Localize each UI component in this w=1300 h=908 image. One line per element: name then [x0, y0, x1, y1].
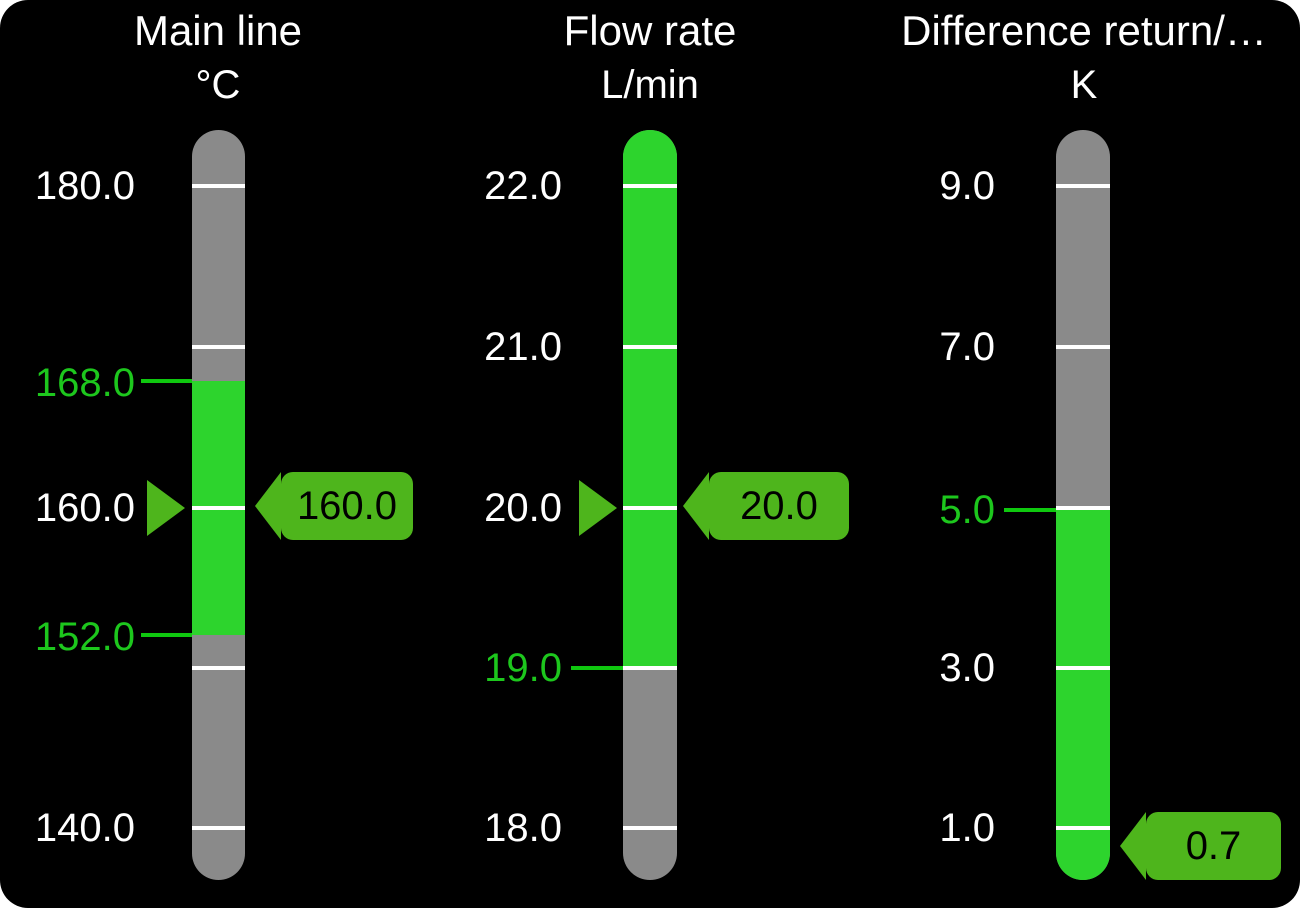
tick-mark: [1056, 345, 1110, 349]
value-tag: 20.0: [683, 472, 849, 540]
tick-mark: [1056, 184, 1110, 188]
gauge-title: Flow rate: [563, 7, 737, 54]
tick-mark: [1056, 506, 1110, 510]
tick-mark: [192, 345, 245, 349]
value-tag: 160.0: [255, 472, 413, 540]
limit-tick-line: [1004, 508, 1056, 512]
gauge-bar-track: [1056, 130, 1110, 880]
gauge-unit: L/min: [601, 63, 699, 107]
scale-label: 22.0: [484, 164, 562, 208]
value-tag-text: 0.7: [1185, 824, 1242, 868]
value-tag-text: 160.0: [296, 484, 398, 528]
value-tag-text: 20.0: [740, 484, 818, 528]
tick-mark: [192, 184, 245, 188]
scale-label: 21.0: [484, 325, 562, 369]
gauge-unit: °C: [195, 63, 241, 107]
gauge-bar-track: [192, 130, 245, 880]
scale-label: 160.0: [34, 486, 135, 530]
value-marker-icon: [147, 480, 185, 536]
scale-label: 140.0: [34, 806, 135, 850]
tick-mark: [623, 184, 677, 188]
scale-label-limit: 168.0: [34, 361, 135, 405]
scale-label: 7.0: [939, 325, 995, 369]
scale-label-limit: 5.0: [939, 488, 995, 532]
scale-label-limit: 19.0: [484, 646, 562, 690]
gauge-title: Difference return/…: [901, 7, 1267, 54]
scale-label: 9.0: [939, 164, 995, 208]
gauge-unit: K: [1070, 63, 1098, 107]
tick-mark: [623, 666, 677, 670]
tick-mark: [192, 666, 245, 670]
gauge-bar-track: [623, 130, 677, 880]
gauge-title: Main line: [133, 7, 303, 54]
tick-mark: [1056, 826, 1110, 830]
limit-tick-line: [141, 379, 192, 383]
limit-tick-line: [141, 633, 192, 637]
tick-mark: [623, 506, 677, 510]
scale-label: 18.0: [484, 806, 562, 850]
scale-label: 180.0: [34, 164, 135, 208]
green-zone: [1056, 510, 1110, 880]
green-zone: [623, 130, 677, 668]
scale-label: 20.0: [484, 486, 562, 530]
value-marker-icon: [579, 480, 617, 536]
tick-mark: [192, 506, 245, 510]
limit-tick-line: [571, 666, 623, 670]
scale-label: 3.0: [939, 646, 995, 690]
tick-mark: [623, 345, 677, 349]
tick-mark: [1056, 666, 1110, 670]
tick-mark: [192, 826, 245, 830]
tick-mark: [623, 826, 677, 830]
scale-label-limit: 152.0: [34, 615, 135, 659]
scale-label: 1.0: [939, 806, 995, 850]
value-tag: 0.7: [1120, 812, 1281, 880]
